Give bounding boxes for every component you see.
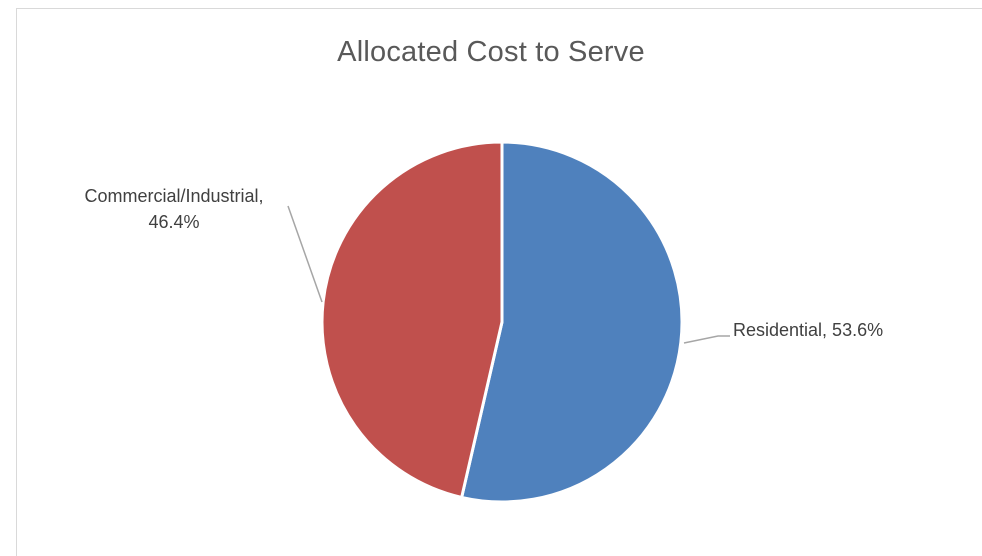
pie-slice-residential — [460, 140, 684, 504]
leader-line — [683, 335, 730, 344]
chart-title: Allocated Cost to Serve — [337, 36, 645, 68]
leader-line — [287, 205, 323, 303]
pie-slice-commercial-industrial — [320, 140, 504, 499]
data-label: Residential, 53.6% — [733, 320, 883, 340]
data-label: Commercial/Industrial, 46.4% — [84, 186, 263, 232]
